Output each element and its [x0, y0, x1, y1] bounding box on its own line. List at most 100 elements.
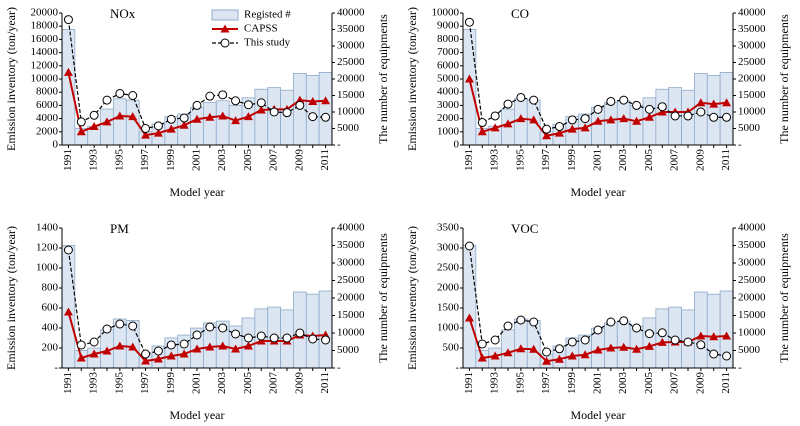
x-tick-label: 1991: [463, 149, 475, 171]
y2-tick-label: 30000: [738, 257, 766, 269]
circle-marker: [593, 104, 603, 114]
triangle-marker: [503, 119, 513, 128]
circle-marker: [554, 122, 564, 132]
panel: 0200040006000800010000120001400016000180…: [4, 6, 390, 199]
y2-tick-label: 10000: [337, 106, 365, 118]
triangle-marker: [464, 313, 474, 322]
x-axis-label: Model year: [571, 408, 626, 422]
triangle-marker: [128, 112, 138, 121]
triangle-marker: [554, 354, 564, 363]
triangle-marker: [606, 115, 616, 124]
y-tick-label: 3500: [437, 222, 460, 234]
circle-marker: [632, 100, 642, 110]
circle-marker: [477, 118, 487, 128]
circle-marker: [282, 333, 292, 343]
circle-marker: [503, 99, 513, 109]
circle-marker: [205, 322, 215, 332]
y2-tick-label: 5000: [337, 344, 360, 356]
circle-marker: [295, 100, 305, 110]
y2-tick-label: 30000: [337, 257, 365, 269]
y-tick-label: 1400: [36, 222, 59, 234]
circle-marker: [192, 330, 202, 340]
y2-tick-label: 35000: [337, 23, 365, 35]
triangle-marker: [632, 116, 642, 125]
triangle-marker: [722, 331, 732, 340]
x-tick-label: 2007: [669, 149, 681, 172]
x-tick-label: 1993: [489, 372, 501, 395]
y-axis-label: Emission inventory (ton/year): [4, 7, 18, 151]
y2-tick-label: 35000: [337, 239, 365, 251]
y-tick-label: -: [54, 362, 58, 374]
triangle-marker: [696, 98, 706, 107]
y-tick-label: 2500: [437, 262, 460, 274]
circle-marker: [76, 117, 86, 127]
bar: [706, 74, 721, 146]
bar: [629, 105, 644, 146]
circle-marker: [580, 114, 590, 124]
x-tick-label: 2011: [720, 372, 732, 394]
circle-marker: [153, 121, 163, 131]
x-tick-label: 2007: [669, 372, 681, 395]
circle-marker: [657, 328, 667, 338]
circle-marker: [644, 104, 654, 114]
circle-marker: [308, 334, 318, 344]
x-tick-label: 1999: [566, 372, 578, 395]
y2-tick-label: 15000: [738, 309, 766, 321]
y2-tick-label: 25000: [337, 274, 365, 286]
bar: [61, 245, 76, 369]
y-tick-label: 600: [42, 302, 59, 314]
circle-marker: [670, 111, 680, 121]
x-tick-label: 1999: [165, 149, 177, 172]
x-tick-label: 2009: [694, 149, 706, 172]
y-tick-label: 1000: [437, 322, 460, 334]
y2-tick-label: 30000: [738, 40, 766, 52]
y2-tick-label: 40000: [337, 222, 365, 234]
triangle-marker: [606, 343, 616, 352]
triangle-marker: [115, 111, 125, 120]
x-tick-label: 2005: [242, 149, 254, 172]
x-axis-label: Model year: [170, 185, 225, 199]
panel-title: PM: [110, 221, 129, 236]
y-tick-label: 9000: [437, 20, 460, 32]
y2-tick-label: 10000: [337, 327, 365, 339]
y-axis-label: Emission inventory (ton/year): [405, 226, 419, 370]
triangle-marker: [321, 96, 331, 105]
bar: [604, 102, 618, 146]
triangle-marker: [76, 127, 86, 136]
triangle-marker: [619, 114, 629, 123]
circle-marker: [516, 92, 526, 102]
y2-tick-label: 35000: [738, 239, 766, 251]
y-tick-label: 1000: [36, 262, 59, 274]
triangle-marker: [243, 112, 253, 121]
y2-tick-label: 5000: [738, 344, 761, 356]
panel-title: VOC: [511, 221, 538, 236]
circle-marker: [567, 115, 577, 125]
circle-marker: [128, 321, 138, 331]
triangle-marker: [567, 124, 577, 133]
triangle-marker: [567, 351, 577, 360]
y2-tick-label: 15000: [337, 309, 365, 321]
circle-marker: [606, 317, 616, 327]
panel: - 200 400 600 800 1000 1200 1400 - 5000 10000 15000…: [4, 221, 390, 422]
bar: [203, 102, 217, 146]
y-tick-label: 4000: [36, 112, 59, 124]
x-tick-label: 2001: [191, 149, 203, 171]
y-tick-label: 3000: [437, 242, 460, 254]
circle-marker: [503, 321, 513, 331]
circle-marker: [567, 337, 577, 347]
circle-marker: [166, 114, 176, 124]
triangle-marker: [166, 351, 176, 360]
y-tick-label: 200: [42, 342, 59, 354]
triangle-marker: [529, 115, 539, 124]
triangle-marker: [205, 342, 215, 351]
circle-marker: [542, 124, 552, 134]
triangle-marker: [243, 341, 253, 350]
x-tick-label: 2001: [191, 372, 203, 394]
circle-marker: [89, 337, 99, 347]
y2-tick-label: 40000: [337, 7, 365, 19]
triangle-marker: [218, 111, 228, 120]
circle-marker: [295, 328, 305, 338]
triangle-marker: [308, 96, 318, 105]
x-tick-label: 2005: [643, 372, 655, 395]
bar: [526, 319, 541, 369]
